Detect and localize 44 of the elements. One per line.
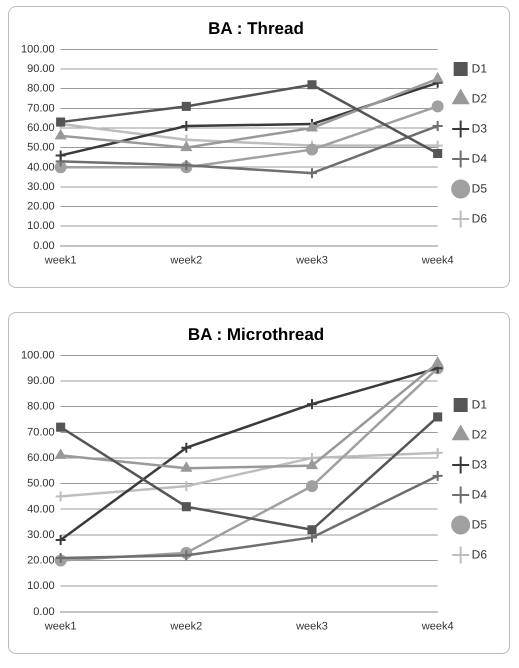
legend-label: D5: [472, 181, 488, 196]
y-tick-label: 100.00: [20, 349, 55, 362]
x-tick-label: week3: [295, 620, 328, 632]
y-tick-label: 50.00: [27, 478, 55, 490]
y-tick-label: 50.00: [27, 142, 55, 154]
x-tick-label: week4: [420, 620, 454, 632]
legend-label: D1: [472, 61, 488, 76]
y-tick-label: 10.00: [27, 580, 55, 592]
y-tick-label: 30.00: [27, 528, 55, 541]
y-tick-label: 10.00: [27, 220, 55, 232]
y-tick-label: 70.00: [27, 102, 55, 114]
y-tick-label: 0.00: [33, 240, 55, 252]
x-tick-label: week2: [169, 254, 202, 266]
y-tick-label: 40.00: [27, 503, 55, 516]
legend-label: D4: [472, 487, 488, 502]
chart-title: BA : Microthread: [188, 324, 324, 344]
y-tick-label: 40.00: [27, 161, 55, 174]
legend-label: D5: [472, 517, 488, 532]
y-tick-label: 20.00: [27, 200, 55, 213]
legend-label: D2: [472, 427, 488, 442]
y-tick-label: 80.00: [27, 400, 55, 413]
x-tick-label: week2: [169, 620, 202, 632]
y-tick-label: 90.00: [27, 375, 55, 388]
y-tick-label: 90.00: [27, 63, 55, 76]
legend-label: D6: [472, 547, 488, 562]
legend-label: D6: [472, 211, 488, 226]
legend-label: D2: [472, 91, 488, 106]
y-tick-label: 0.00: [33, 606, 55, 618]
y-tick-label: 30.00: [27, 180, 55, 193]
chart-title: BA : Thread: [208, 18, 304, 38]
legend-label: D3: [472, 121, 488, 136]
legend-label: D4: [472, 151, 488, 166]
legend-label: D1: [472, 397, 488, 412]
y-tick-label: 80.00: [27, 82, 55, 95]
y-tick-label: 70.00: [27, 426, 55, 438]
x-tick-label: week3: [295, 254, 328, 266]
legend-label: D3: [472, 457, 488, 472]
x-tick-label: week1: [44, 620, 77, 632]
y-tick-label: 20.00: [27, 554, 55, 567]
x-tick-label: week1: [44, 254, 77, 266]
y-tick-label: 60.00: [27, 122, 55, 134]
y-tick-label: 60.00: [27, 452, 55, 464]
y-tick-label: 100.00: [20, 43, 55, 56]
x-tick-label: week4: [420, 254, 454, 266]
